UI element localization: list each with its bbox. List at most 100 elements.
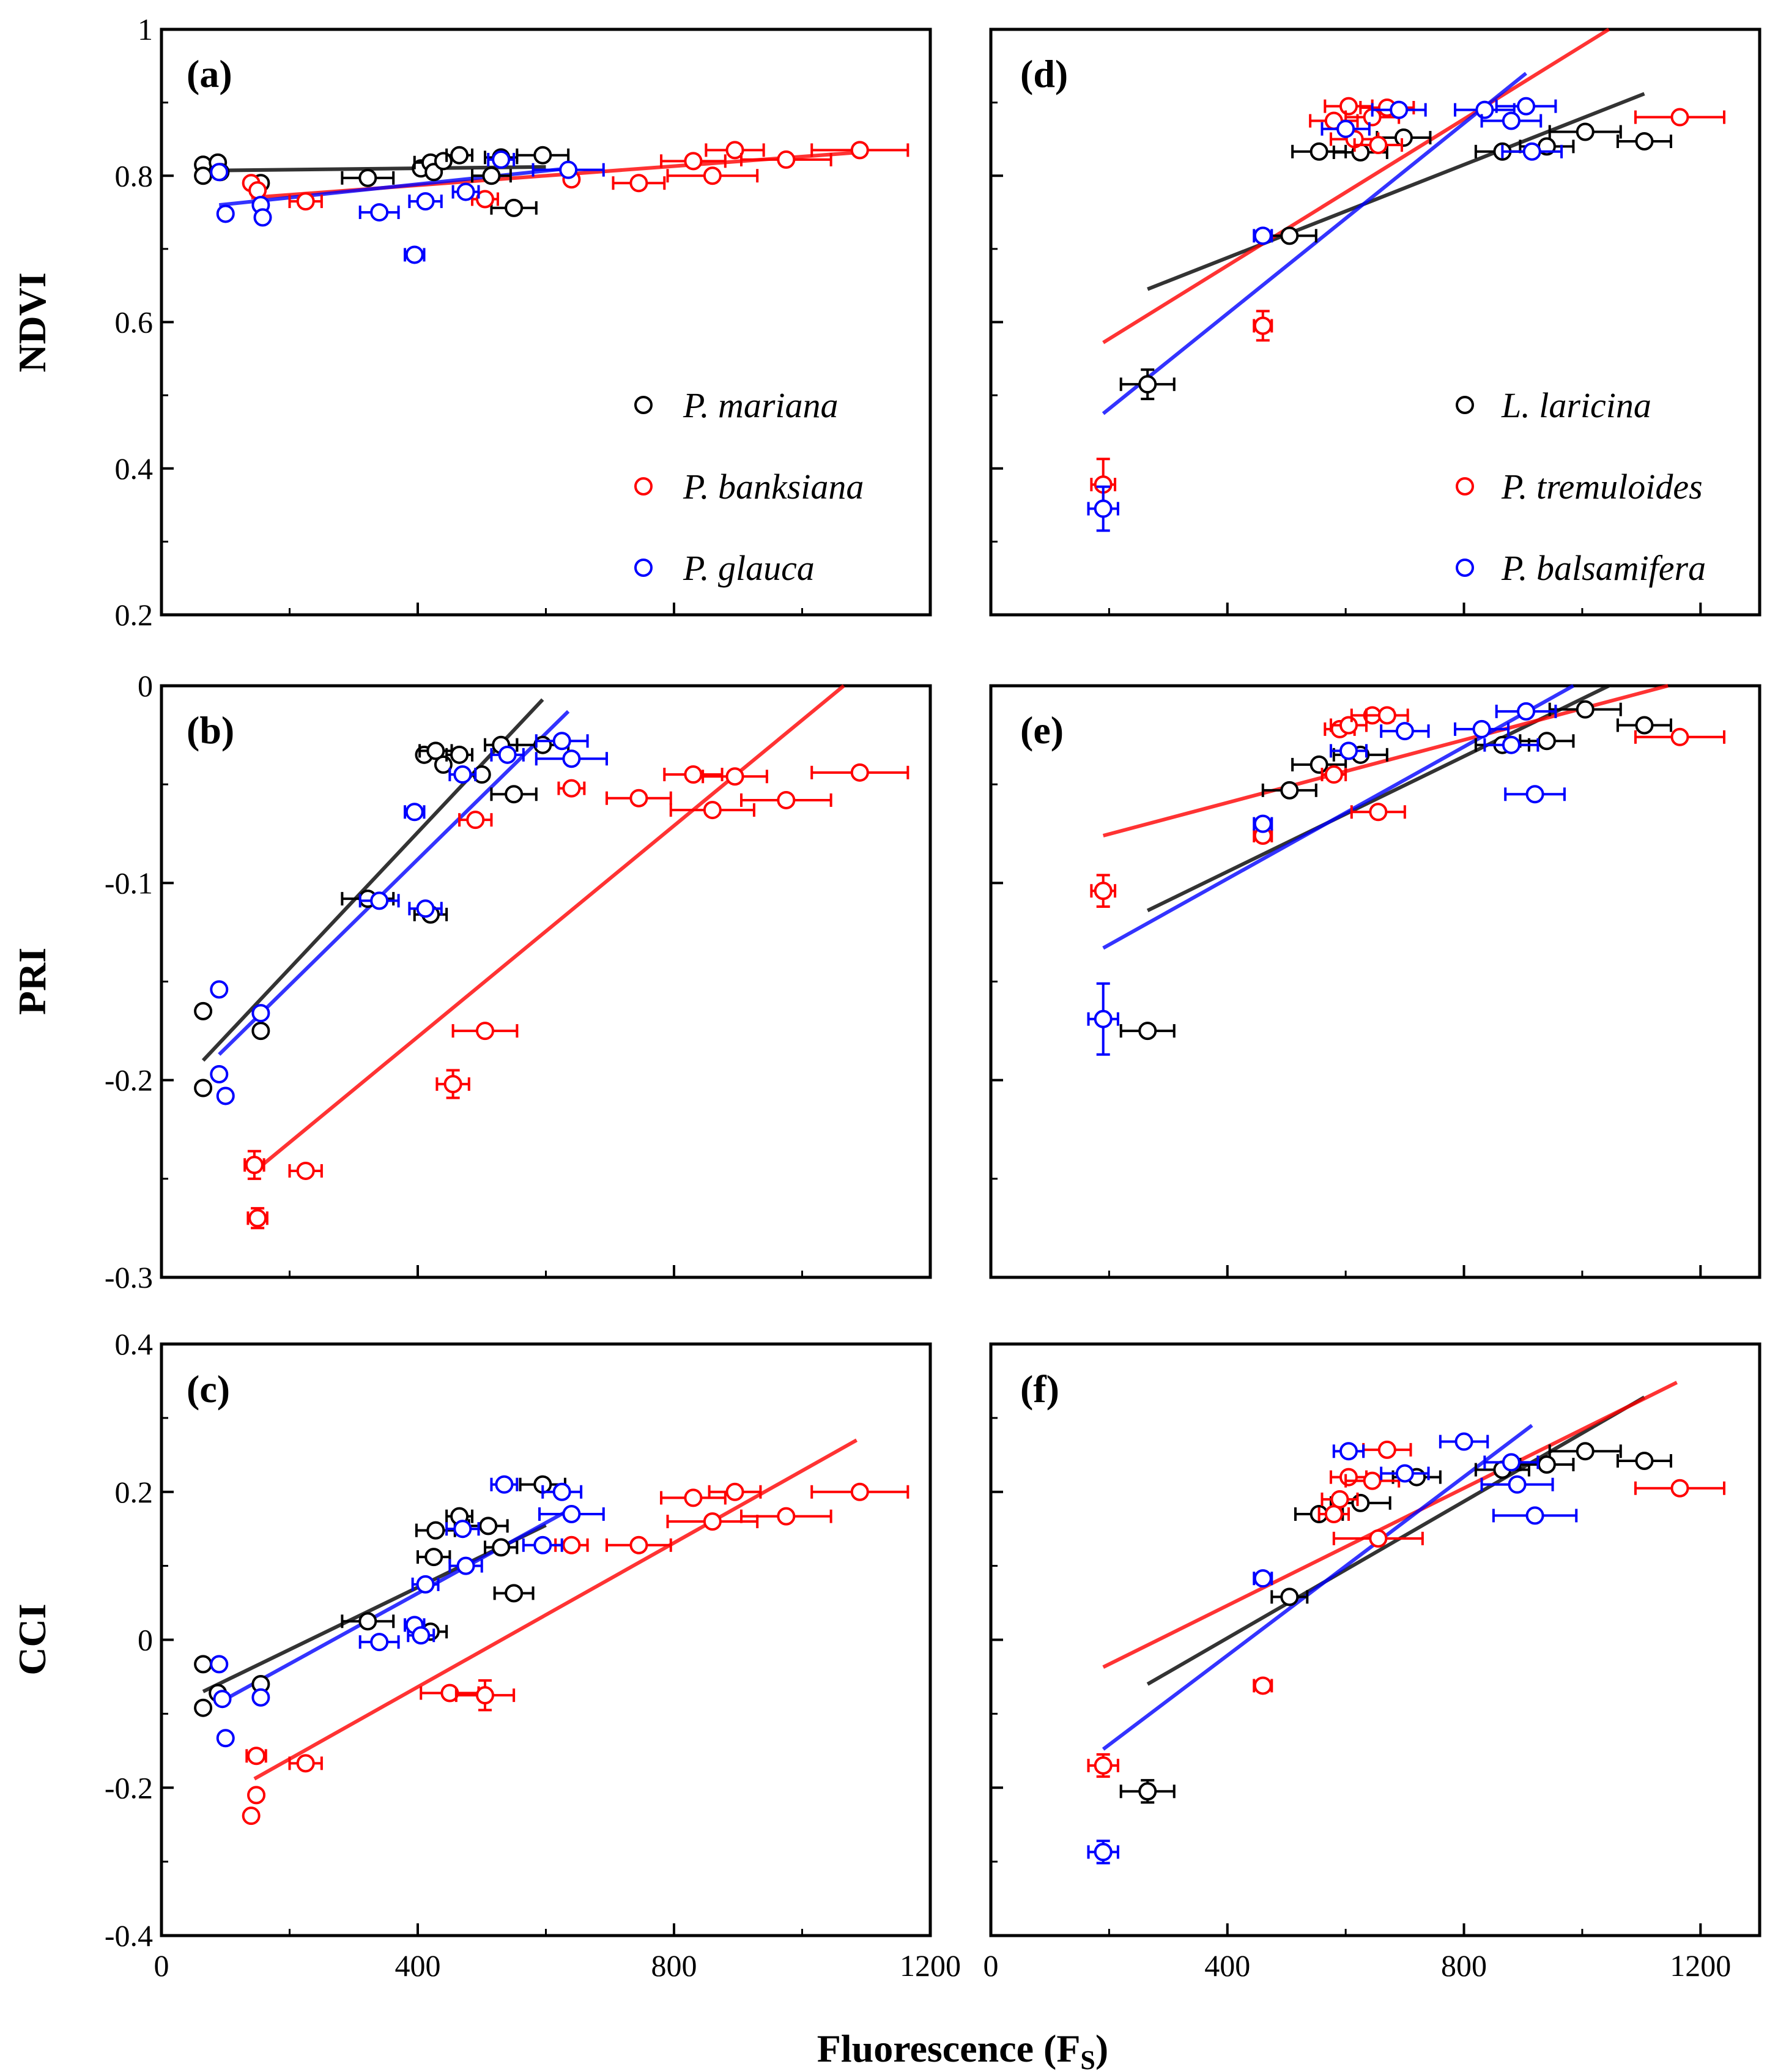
data-point-a-2 xyxy=(253,208,272,227)
points-c xyxy=(194,1475,909,1825)
data-point-e-1 xyxy=(1339,716,1358,735)
data-point-b-2 xyxy=(405,803,424,822)
data-point-e-0 xyxy=(1138,1022,1157,1041)
data-point-c-2 xyxy=(213,1690,232,1709)
data-point-b-1 xyxy=(703,801,722,820)
ticks-b: -0.3 -0.2 -0.1 0 xyxy=(105,669,932,1294)
fit-line-d-1 xyxy=(1102,28,1610,344)
data-point-a-0 xyxy=(533,146,552,165)
data-point-f-2 xyxy=(1525,1506,1544,1525)
legend-label: P. tremuloides xyxy=(1501,467,1703,507)
data-point-e-1 xyxy=(1377,706,1396,725)
fit-line-c-2 xyxy=(218,1509,569,1704)
data-point-b-1 xyxy=(443,1075,462,1094)
points-a xyxy=(194,141,909,264)
data-point-f-1 xyxy=(1377,1440,1396,1459)
data-point-f-1 xyxy=(1330,1490,1349,1509)
data-point-b-2 xyxy=(370,891,389,910)
data-point-a-0 xyxy=(482,166,501,185)
data-point-b-2 xyxy=(498,745,517,764)
data-point-f-0 xyxy=(1635,1451,1654,1470)
data-point-c-1 xyxy=(242,1807,261,1825)
panel-a: (a) 0.2 0.4 0.6 0.8 1 P. mariana P. banksiana… xyxy=(115,12,932,632)
data-point-c-2 xyxy=(456,1556,475,1575)
data-point-b-0 xyxy=(505,785,524,804)
y-axis-title-cci: CCI xyxy=(10,1603,54,1675)
fit-line-b-2 xyxy=(218,710,570,1056)
data-point-c-1 xyxy=(475,1686,494,1705)
panel-c: (c) -0.4 -0.2 0 0.2 0.4 0 400 800 1200 xyxy=(105,1327,961,1983)
fit-line-e-1 xyxy=(1102,684,1669,837)
data-point-b-1 xyxy=(245,1156,264,1175)
x-tick-label-f: 0 xyxy=(984,1948,999,1983)
data-point-c-1 xyxy=(629,1535,648,1554)
panel-b: (b) -0.3 -0.2 -0.1 0 xyxy=(105,669,932,1294)
y-tick-label-b: -0.2 xyxy=(105,1063,153,1097)
data-point-e-0 xyxy=(1537,732,1556,751)
data-point-e-1 xyxy=(1324,765,1343,784)
data-point-d-2 xyxy=(1390,100,1409,119)
data-point-a-0 xyxy=(358,168,377,187)
data-point-e-0 xyxy=(1310,755,1328,774)
data-point-a-1 xyxy=(248,181,267,200)
data-point-a-2 xyxy=(559,160,578,179)
fit-line-f-0 xyxy=(1146,1395,1645,1686)
data-point-c-0 xyxy=(479,1517,498,1535)
x-tick-label-f: 800 xyxy=(1441,1948,1487,1983)
data-point-d-2 xyxy=(1475,100,1494,119)
legend-label: P. banksiana xyxy=(683,467,864,507)
plot-frame-c xyxy=(160,1342,932,1937)
panel-label-b: (b) xyxy=(187,708,234,752)
data-point-b-0 xyxy=(426,741,445,760)
fit-lines-b xyxy=(201,684,845,1171)
data-point-d-2 xyxy=(1094,499,1113,518)
x-axis-title-subscript: S xyxy=(1080,2045,1095,2072)
ticks-f: 0 400 800 1200 xyxy=(984,1343,1731,1983)
data-point-f-1 xyxy=(1094,1756,1113,1775)
data-point-a-1 xyxy=(777,150,796,169)
panel-label-c: (c) xyxy=(187,1367,230,1411)
y-tick-label-c: 0.4 xyxy=(115,1327,154,1361)
data-point-c-1 xyxy=(725,1482,744,1501)
points-b xyxy=(194,732,909,1230)
data-point-c-2 xyxy=(210,1655,229,1674)
data-point-b-1 xyxy=(248,1209,267,1228)
data-point-c-2 xyxy=(370,1633,389,1652)
data-point-a-2 xyxy=(370,203,389,222)
data-point-c-2 xyxy=(495,1475,514,1494)
data-point-f-1 xyxy=(1670,1479,1689,1498)
data-point-c-0 xyxy=(505,1584,524,1603)
x-tick-label-c: 0 xyxy=(154,1948,169,1983)
points-f xyxy=(1087,1432,1725,1865)
data-point-c-1 xyxy=(703,1512,722,1531)
data-point-d-1 xyxy=(1369,136,1388,155)
data-point-e-0 xyxy=(1635,716,1654,735)
x-axis-title: Fluorescence (FS) xyxy=(817,2027,1108,2072)
data-point-b-1 xyxy=(562,779,581,798)
ticks-a: 0.2 0.4 0.6 0.8 1 xyxy=(115,12,932,632)
y-tick-label-c: 0.2 xyxy=(115,1475,154,1509)
y-tick-label-a: 0.8 xyxy=(115,158,154,193)
data-point-c-2 xyxy=(251,1688,270,1707)
data-point-e-2 xyxy=(1395,722,1414,741)
data-point-d-2 xyxy=(1336,119,1355,138)
data-point-c-1 xyxy=(684,1488,703,1507)
data-point-a-1 xyxy=(850,141,869,160)
fit-line-d-2 xyxy=(1102,72,1527,415)
data-point-f-2 xyxy=(1395,1464,1414,1483)
data-point-f-1 xyxy=(1369,1529,1388,1548)
panel-label-e: (e) xyxy=(1020,708,1064,752)
data-point-f-0 xyxy=(1351,1493,1370,1512)
panel-label-d: (d) xyxy=(1020,52,1068,95)
data-point-d-2 xyxy=(1517,97,1536,116)
data-point-b-0 xyxy=(194,1079,213,1097)
x-tick-label-c: 800 xyxy=(651,1948,697,1983)
fit-line-f-1 xyxy=(1102,1381,1678,1669)
data-point-f-1 xyxy=(1324,1505,1343,1524)
data-point-f-1 xyxy=(1339,1468,1358,1487)
fit-lines-d xyxy=(1102,28,1645,415)
data-point-a-1 xyxy=(475,190,494,209)
data-point-e-2 xyxy=(1502,735,1521,754)
data-point-b-2 xyxy=(210,1064,229,1083)
data-point-b-1 xyxy=(684,765,703,784)
